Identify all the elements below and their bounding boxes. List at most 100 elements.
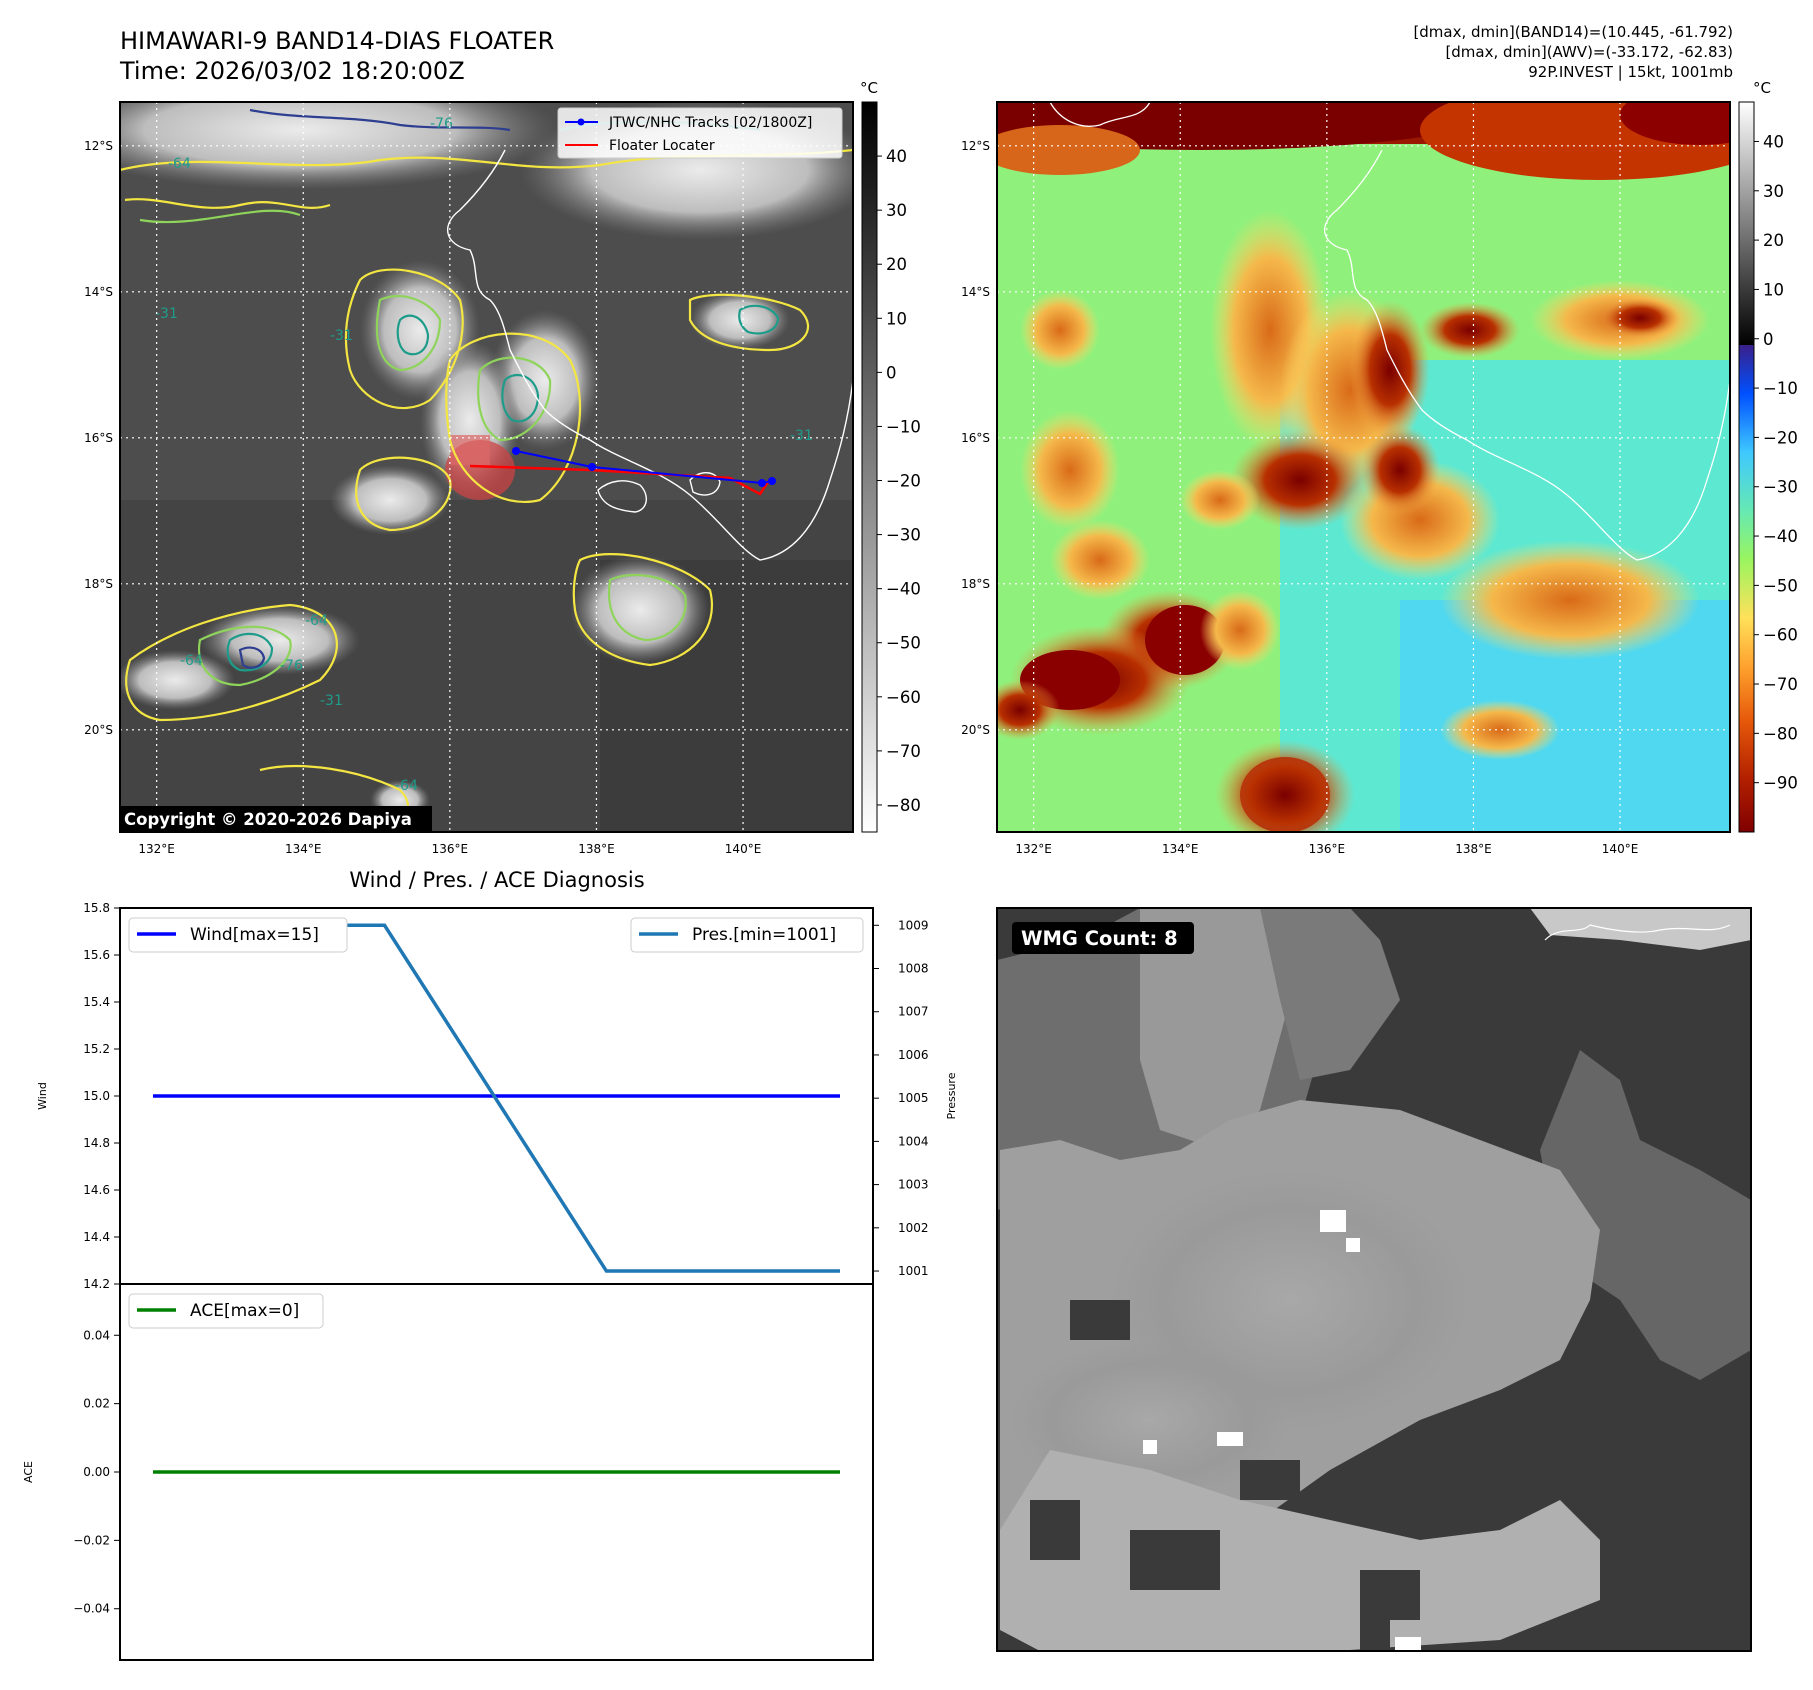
lat-tick-label: 16°S [84, 431, 113, 445]
colorbar-tick-label: 10 [1763, 280, 1784, 299]
contour-label: -64 [180, 653, 203, 669]
lat-tick-label: 12°S [961, 139, 990, 153]
ytick-label: 0.04 [83, 1328, 110, 1342]
colorbar-tick-label: −40 [886, 580, 921, 599]
jtwc-track [512, 447, 776, 487]
lat-tick-label: 12°S [84, 139, 113, 153]
ace-legend: ACE[max=0] [128, 1293, 324, 1329]
wmg-panel-frame [996, 907, 1752, 1652]
ytick-label: 14.4 [83, 1230, 110, 1244]
wind-axis-label: Wind [36, 1082, 49, 1110]
colorbar-tick-label: −10 [886, 417, 921, 436]
ace-axes: 0.04 0.02 0.00 −0.02 −0.04 ACE ACE[max=0] [22, 1283, 874, 1661]
wmg-badge: WMG Count: 8 [1012, 922, 1194, 954]
figure-title: HIMAWARI-9 BAND14-DIAS FLOATER [120, 27, 555, 55]
lon-tick-label: 138°E [1455, 842, 1492, 856]
ytick-label: 1003 [898, 1178, 929, 1192]
ir-gridlines [120, 102, 853, 832]
ir-colorbar-ticks: 40 30 20 10 0 −10 −20 −30 −40 −50 −60 −70 −80 [877, 147, 921, 815]
ytick-label: 1002 [898, 1221, 929, 1235]
ir-imagery: -64 -76 -31 -31 -64 -76 -64 -31 -64 -31 [120, 102, 853, 832]
lat-tick-label: 16°S [961, 431, 990, 445]
ace-legend-label: ACE[max=0] [190, 1301, 299, 1321]
ytick-label: 1001 [898, 1264, 929, 1278]
lat-tick-label: 14°S [84, 285, 113, 299]
colorbar-tick-label: −70 [886, 742, 921, 761]
contour-label: -64 [305, 613, 328, 629]
colorbar-tick-label: 30 [886, 201, 907, 220]
lat-tick-label: 20°S [84, 723, 113, 737]
colorbar-tick-label: −30 [1763, 478, 1798, 497]
contour-label: -64 [168, 156, 191, 172]
stats-band14: [dmax, dmin](BAND14)=(10.445, -61.792) [1413, 23, 1733, 41]
lon-tick-label: 136°E [1309, 842, 1346, 856]
ytick-label: 1008 [898, 962, 929, 976]
ytick-label: 14.2 [83, 1277, 110, 1291]
ir-legend: JTWC/NHC Tracks [02/1800Z] Floater Locat… [557, 107, 843, 159]
storm-info: 92P.INVEST | 15kt, 1001mb [1528, 63, 1733, 81]
wmg-count: WMG Count: 8 [1021, 927, 1178, 950]
awv-colorbar-ticks: 40 30 20 10 0 −10 −20 −30 −40 −50 −60 −70 −80 −90 [1754, 132, 1798, 793]
ace-yticks: 0.04 0.02 0.00 −0.02 −0.04 [73, 1328, 120, 1616]
ytick-label: 14.6 [83, 1183, 110, 1197]
ytick-label: 0.02 [83, 1397, 110, 1411]
lat-tick-label: 14°S [961, 285, 990, 299]
lon-tick-label: 140°E [1602, 842, 1639, 856]
ytick-label: 1004 [898, 1134, 929, 1148]
lon-tick-label: 132°E [1015, 842, 1052, 856]
colorbar-tick-label: −20 [1763, 428, 1798, 447]
colorbar-tick-label: −60 [1763, 626, 1798, 645]
wind-legend-label: Wind[max=15] [190, 925, 319, 945]
stats-awv: [dmax, dmin](AWV)=(-33.172, -62.83) [1445, 43, 1733, 61]
legend-locater-label: Floater Locater [609, 138, 715, 154]
contour-label: -31 [790, 428, 813, 444]
header-right: [dmax, dmin](BAND14)=(10.445, -61.792) [… [1413, 22, 1733, 82]
ace-axis-label: ACE [22, 1461, 35, 1483]
colorbar-tick-label: 0 [1763, 330, 1774, 349]
awv-coastline [1049, 102, 1730, 561]
ytick-label: 15.4 [83, 995, 110, 1009]
coastline [447, 149, 853, 561]
ytick-label: 1006 [898, 1048, 929, 1062]
wind-legend: Wind[max=15] [128, 917, 348, 953]
awv-panel-frame [996, 101, 1731, 833]
lon-tick-label: 132°E [138, 842, 175, 856]
pressure-axis-label: Pressure [945, 1072, 958, 1119]
colorbar-tick-label: −50 [1763, 576, 1798, 595]
awv-imagery [997, 102, 1730, 832]
awv-gridlines [997, 102, 1730, 832]
awv-colorbar-upper [1739, 102, 1754, 345]
ytick-label: 0.00 [83, 1465, 110, 1479]
colorbar-tick-label: 30 [1763, 182, 1784, 201]
colorbar-tick-label: 10 [886, 309, 907, 328]
ir-panel-frame [119, 101, 854, 833]
ir-colorbar [861, 101, 878, 833]
colorbar-tick-label: −80 [886, 796, 921, 815]
colorbar-tick-label: −60 [886, 688, 921, 707]
colorbar-tick-label: 20 [886, 255, 907, 274]
ytick-label: 15.0 [83, 1089, 110, 1103]
copyright-text: Copyright © 2020-2026 Dapiya [124, 810, 412, 829]
colorbar-tick-label: 20 [1763, 231, 1784, 250]
colorbar-tick-label: 40 [1763, 132, 1784, 151]
lon-tick-label: 136°E [432, 842, 469, 856]
diagnosis-title: Wind / Pres. / ACE Diagnosis [349, 868, 644, 892]
awv-colorbar-unit: °C [1753, 79, 1771, 97]
ir-colorbar-unit: °C [860, 79, 878, 97]
header-left: HIMAWARI-9 BAND14-DIAS FLOATER Time: 202… [120, 26, 554, 86]
colorbar-tick-label: −10 [1763, 379, 1798, 398]
ytick-label: 15.2 [83, 1042, 110, 1056]
lon-tick-label: 134°E [1162, 842, 1199, 856]
contour-label: -76 [280, 658, 303, 674]
ytick-label: −0.02 [73, 1533, 110, 1547]
pressure-legend-label: Pres.[min=1001] [692, 925, 836, 945]
pressure-yticks: 1009 1008 1007 1006 1005 1004 1003 1002 1001 [873, 918, 929, 1278]
lat-tick-label: 18°S [961, 577, 990, 591]
figure-time: Time: 2026/03/02 18:20:00Z [120, 57, 465, 85]
contour-label: -64 [395, 778, 418, 794]
lon-tick-label: 134°E [285, 842, 322, 856]
lon-tick-label: 138°E [578, 842, 615, 856]
wind-pressure-axes: 15.8 15.6 15.4 15.2 15.0 14.8 14.6 14.4 14.2 100… [36, 901, 958, 1291]
